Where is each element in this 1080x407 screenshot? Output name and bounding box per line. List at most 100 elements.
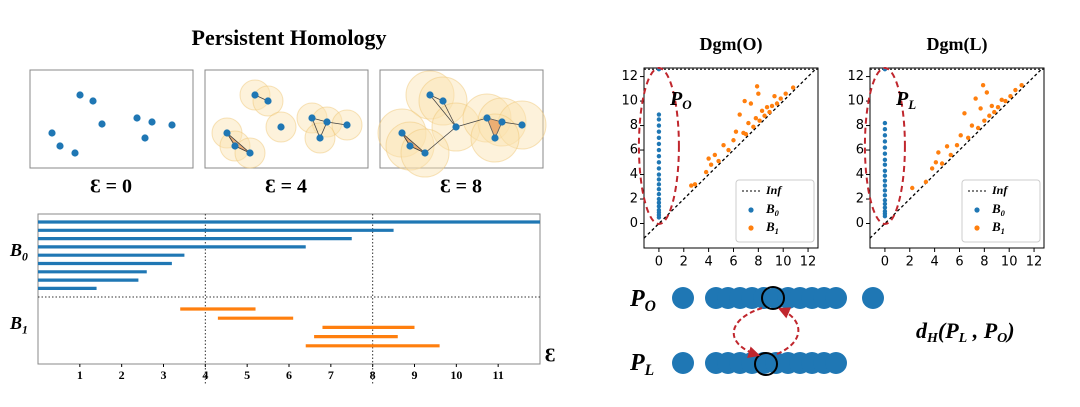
point [168, 121, 176, 129]
x-tick-label: 3 [161, 368, 167, 382]
diagram-point [656, 166, 662, 171]
legend-label-base: B [991, 219, 1001, 234]
y-tick-label: 2 [630, 192, 638, 207]
x-tick-label: 0 [655, 255, 663, 270]
diagram-point [790, 85, 796, 90]
diagram-point [936, 150, 941, 155]
diagram-point [764, 104, 770, 110]
diagram-point [962, 111, 967, 116]
diagram-point [774, 101, 780, 106]
matching-arrow [732, 307, 763, 358]
y-tick-label: 4 [630, 167, 638, 182]
y-tick-label: 0 [856, 216, 864, 231]
diagram-point [973, 96, 978, 101]
diagram-point [656, 117, 662, 122]
legend-swatch [974, 225, 980, 231]
point [148, 118, 156, 126]
diagram-point [689, 183, 694, 188]
legend-box [735, 179, 815, 243]
point [426, 91, 434, 99]
diagram-point [743, 131, 749, 137]
diagram-annotation-base: P [895, 88, 909, 110]
formula-sub: O [997, 331, 1007, 346]
legend-label: B1 [991, 219, 1005, 236]
legend-swatch [748, 225, 754, 231]
x-tick-label: 1 [77, 368, 83, 382]
point [343, 121, 351, 129]
diagram-point [1013, 87, 1018, 93]
point [483, 114, 491, 122]
point [825, 352, 847, 374]
diagram-point [984, 90, 990, 95]
diagram-point [656, 196, 662, 202]
point [89, 97, 97, 105]
diagram-point [692, 182, 698, 187]
point [251, 91, 259, 99]
legend-label-base: B [991, 201, 1001, 216]
x-tick-label: 12 [1026, 255, 1043, 270]
matched-point [761, 286, 785, 310]
group-label: B0 [9, 240, 28, 263]
point [141, 134, 149, 142]
diagram-point [703, 169, 709, 175]
legend-label-base: B [765, 201, 775, 216]
y-tick-label: 2 [856, 192, 864, 207]
x-tick-label: 10 [1001, 255, 1018, 270]
diagonal [869, 67, 1044, 239]
legend-label-base: B [765, 219, 775, 234]
diagram-point [656, 207, 662, 213]
diagram-point [882, 205, 888, 210]
formula-part: , P [967, 318, 998, 343]
diagram-point [975, 125, 981, 131]
x-tick-label: 0 [881, 255, 889, 270]
y-tick-label: 12 [621, 69, 638, 84]
diagram-point [882, 183, 888, 188]
diagram-point [923, 179, 929, 185]
diagram-point [656, 141, 662, 147]
diagram-point [882, 198, 888, 203]
diagram-point [778, 96, 783, 101]
diagram-point [929, 166, 935, 171]
row-label-sub: L [644, 362, 655, 379]
diagram-point [656, 112, 662, 117]
diagram-point [656, 177, 662, 182]
point [277, 123, 285, 131]
diagram-annotation: PO [669, 88, 692, 112]
diagram-point [742, 98, 747, 104]
point [452, 123, 460, 131]
diagram-point [999, 97, 1004, 103]
diagram-point [954, 142, 960, 148]
edge [442, 100, 457, 128]
x-tick-label: 10 [450, 368, 462, 382]
legend-swatch [748, 207, 754, 213]
x-tick-label: 11 [492, 368, 503, 382]
x-tick-label: 6 [286, 368, 292, 382]
edge [226, 132, 251, 154]
point [56, 142, 64, 150]
diagram-point [882, 201, 888, 207]
diagram-point [1003, 98, 1008, 104]
diagram-point [656, 123, 662, 128]
diagram-point [733, 129, 739, 134]
legend-label-sub: 1 [1001, 226, 1005, 236]
point [246, 149, 254, 157]
x-tick-label: 2 [906, 255, 914, 270]
point [421, 149, 429, 157]
diagram-point [751, 124, 756, 129]
point [316, 134, 324, 142]
diagram-point [656, 187, 662, 192]
point [71, 149, 79, 157]
decorations [48, 70, 547, 178]
point [491, 134, 499, 142]
diagram-point [762, 113, 767, 118]
x-tick-label: 5 [244, 368, 250, 382]
point [518, 121, 526, 129]
diagram-point [882, 193, 888, 198]
diagram-point [753, 116, 759, 121]
y-tick-label: 10 [621, 94, 638, 109]
y-tick-label: 6 [856, 143, 864, 158]
x-tick-label: 2 [119, 368, 125, 382]
panel-frame [379, 69, 544, 169]
diagram-point [656, 147, 662, 153]
